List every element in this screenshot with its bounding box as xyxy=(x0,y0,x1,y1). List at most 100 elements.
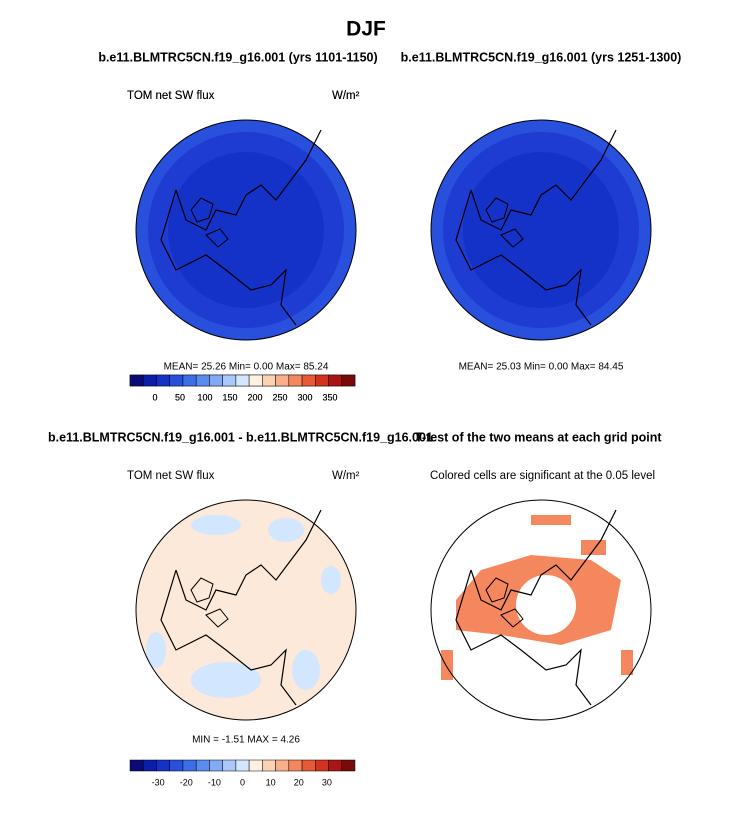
coastline xyxy=(470,509,617,611)
colorbar-label: 100 xyxy=(197,392,212,402)
stats-label: MEAN= 25.26 Min= 0.00 Max= 85.24 xyxy=(164,362,329,373)
negative-area xyxy=(146,632,166,668)
colorbar-label: 300 xyxy=(297,392,312,402)
colorbar-box xyxy=(209,374,223,387)
colorbar-box xyxy=(248,759,263,772)
colorbar-label: 250 xyxy=(272,392,287,402)
colorbar-box xyxy=(142,374,157,387)
figure-title: DJF xyxy=(346,18,386,41)
map xyxy=(135,499,357,721)
colorbar-box xyxy=(288,759,303,772)
map-border xyxy=(135,119,357,341)
coastline xyxy=(455,569,592,706)
map-border xyxy=(430,119,652,341)
colorbar-label: 100 xyxy=(197,392,212,402)
colorbar-box xyxy=(341,374,356,387)
colorbar-box xyxy=(222,759,237,772)
negative-area xyxy=(268,518,304,542)
significant-cell xyxy=(531,515,571,525)
colorbar-label: 30 xyxy=(322,777,332,787)
map-core xyxy=(168,152,324,308)
panel-title: b.e11.BLMTRC5CN.f19_g16.001 (yrs 1251-13… xyxy=(401,50,682,64)
colorbar-box xyxy=(169,374,184,387)
stats-label: MIN = -1.51 MAX = 4.26 xyxy=(192,735,300,746)
negative-area xyxy=(292,650,320,690)
colorbar-box xyxy=(195,374,210,387)
coastline xyxy=(190,577,229,628)
colorbar-box xyxy=(262,374,276,387)
colorbar-box xyxy=(275,374,290,387)
colorbar-box xyxy=(156,759,170,772)
coastline xyxy=(485,577,524,628)
colorbar-label: 300 xyxy=(297,392,312,402)
coastline xyxy=(160,569,297,706)
map-border xyxy=(135,499,357,721)
coastline xyxy=(190,197,229,248)
colorbar-box xyxy=(182,759,197,772)
coastline xyxy=(175,509,322,611)
colorbar-label: 150 xyxy=(222,392,237,402)
nonsignificant-core xyxy=(516,575,576,635)
colorbar-label: 50 xyxy=(175,392,185,402)
colorbar-label: 0 xyxy=(152,392,157,402)
panel-title: b.e11.BLMTRC5CN.f19_g16.001 - b.e11.BLMT… xyxy=(48,430,433,444)
map xyxy=(430,119,652,341)
colorbar-box xyxy=(156,374,170,387)
coastline xyxy=(485,197,524,248)
colorbar-box xyxy=(328,759,343,772)
colorbar-box xyxy=(129,759,144,772)
units-label: W/m² xyxy=(332,90,360,102)
map xyxy=(135,119,357,341)
units-label: W/m² xyxy=(332,470,360,482)
colorbar-label: 350 xyxy=(322,392,337,402)
panel-left-label: TOM net SW flux xyxy=(127,90,215,102)
negative-area xyxy=(321,566,341,594)
colorbar-box xyxy=(341,759,356,772)
colorbar-box xyxy=(262,759,276,772)
colorbar-box xyxy=(222,374,237,387)
colorbar-label: 50 xyxy=(175,392,185,402)
significant-cell xyxy=(441,650,453,680)
colorbar-label: 10 xyxy=(266,777,276,787)
colorbar-box xyxy=(169,759,184,772)
colorbar-label: 200 xyxy=(247,392,262,402)
colorbar-label: 250 xyxy=(272,392,287,402)
colorbar-box xyxy=(301,759,316,772)
panel-title: T-test of the two means at each grid poi… xyxy=(415,430,662,444)
colorbar-label: -10 xyxy=(208,777,221,787)
colorbar-box xyxy=(195,759,210,772)
colorbar-label: 0 xyxy=(240,777,245,787)
colorbar-box xyxy=(142,759,157,772)
panel-left-label: Colored cells are significant at the 0.0… xyxy=(430,470,655,482)
coastline xyxy=(470,129,617,231)
map-border xyxy=(430,499,652,721)
panel-left-label: TOM net SW flux xyxy=(127,90,215,102)
colorbar-box xyxy=(182,374,197,387)
colorbar-label: -20 xyxy=(180,777,193,787)
colorbar-box xyxy=(328,374,343,387)
colorbar-label: 150 xyxy=(222,392,237,402)
colorbar-box xyxy=(235,759,250,772)
colorbar-box xyxy=(315,759,329,772)
colorbar-box xyxy=(301,374,316,387)
colorbar-label: 0 xyxy=(152,392,157,402)
negative-area xyxy=(191,662,261,698)
colorbar-label: 20 xyxy=(294,777,304,787)
colorbar-box xyxy=(209,759,223,772)
coastline xyxy=(160,189,297,326)
panel-left-label: TOM net SW flux xyxy=(127,470,215,482)
significant-cell xyxy=(621,650,633,675)
colorbar-box xyxy=(129,374,144,387)
negative-area xyxy=(191,515,241,535)
colorbar-box xyxy=(235,374,250,387)
colorbar-box xyxy=(275,759,290,772)
colorbar-label: -30 xyxy=(152,777,165,787)
colorbar-label: 200 xyxy=(247,392,262,402)
panel-title: b.e11.BLMTRC5CN.f19_g16.001 (yrs 1101-11… xyxy=(98,50,377,64)
colorbar-label: 350 xyxy=(322,392,337,402)
stats-label: MEAN= 25.03 Min= 0.00 Max= 84.45 xyxy=(459,362,624,373)
colorbar-box xyxy=(315,374,329,387)
coastline xyxy=(455,189,592,326)
significant-cell xyxy=(581,540,606,555)
